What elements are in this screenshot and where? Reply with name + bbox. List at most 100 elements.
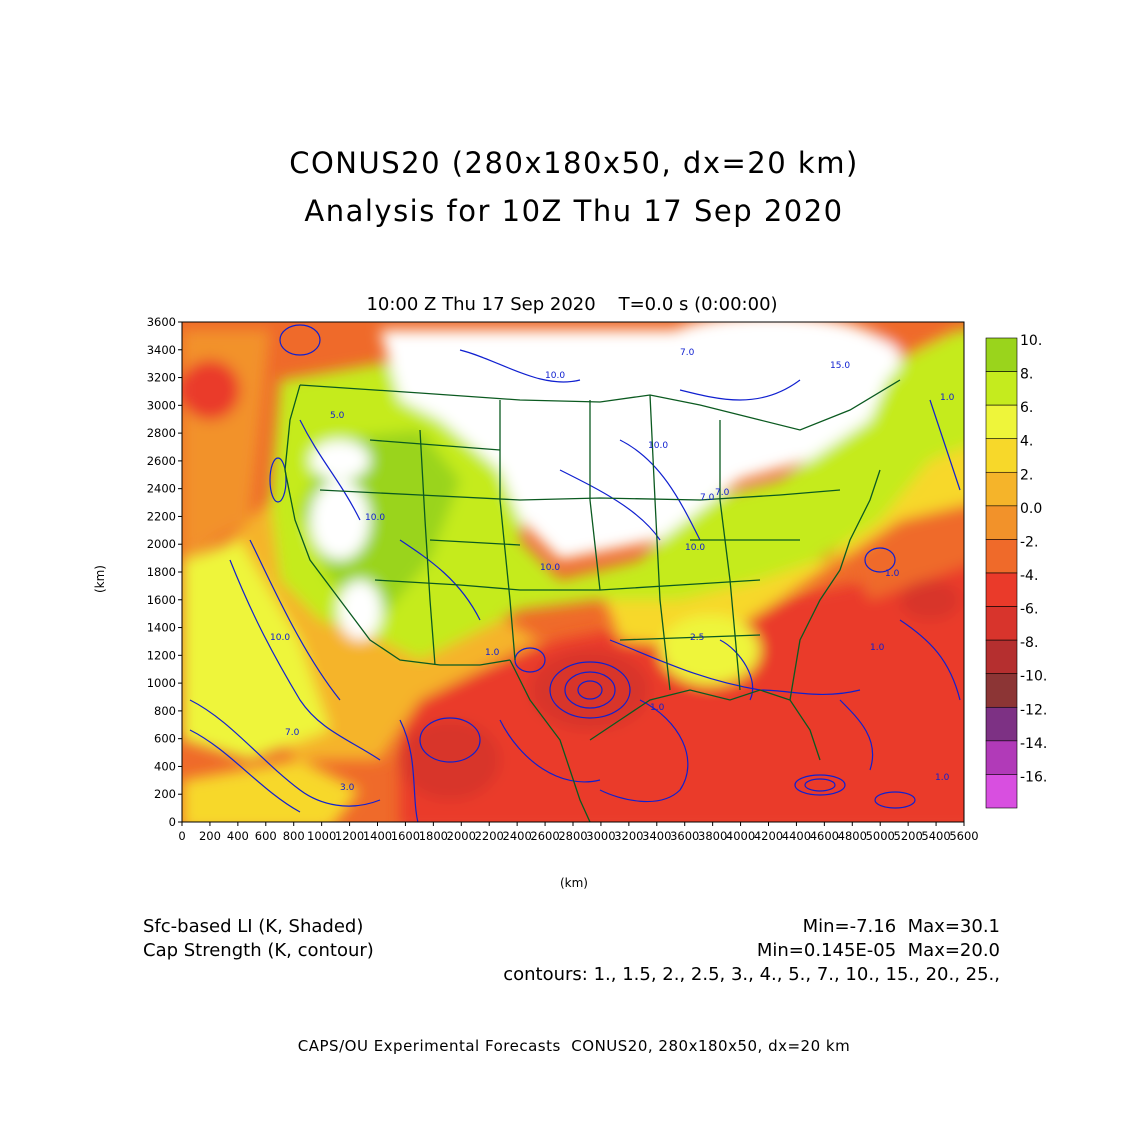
x-tick-label: 3000: [586, 829, 615, 843]
y-tick-label: 1000: [147, 676, 176, 690]
colorbar-swatch: [985, 606, 1018, 641]
x-tick-label: 2000: [447, 829, 476, 843]
colorbar-swatch: [985, 337, 1018, 372]
x-axis-ticks: 0 200 400 600 800 100012001400160018002000220…: [178, 822, 979, 843]
figure-title-line1: CONUS20 (280x180x50, dx=20 km): [289, 146, 859, 180]
y-tick-label: 2000: [147, 537, 176, 551]
y-axis-label: (km): [93, 564, 108, 594]
contour-label: 1.0: [870, 643, 885, 653]
colorbar-swatch: [985, 505, 1018, 540]
contour-label: 7.0: [285, 728, 300, 738]
x-tick-label: 800: [283, 829, 305, 843]
y-tick-label: 3400: [147, 343, 176, 357]
colorbar-label: -12.: [1020, 702, 1047, 718]
y-axis-ticks: 0 200 400 600 800 1000 1200 1400 1600 1800 2000 220…: [147, 315, 182, 829]
map-area: [182, 322, 964, 822]
contour-label: 3.0: [340, 783, 355, 793]
colorbar-label: 10.: [1020, 333, 1042, 349]
x-tick-label: 200: [199, 829, 221, 843]
x-tick-label: 400: [227, 829, 249, 843]
colorbar-swatch: [985, 572, 1018, 607]
contour-levels: contours: 1., 1.5, 2., 2.5, 3., 4., 5., …: [503, 964, 1000, 985]
colorbar-swatch: [985, 371, 1018, 406]
contour-field-minmax: Min=0.145E-05 Max=20.0: [756, 940, 1000, 961]
contour-label: 10.0: [545, 371, 565, 381]
colorbar-label: -14.: [1020, 736, 1047, 752]
x-tick-label: 4800: [838, 829, 867, 843]
cap-strength-contours: [189, 324, 961, 822]
colorbar-label: -8.: [1020, 635, 1038, 651]
colorbar-swatch: [985, 774, 1018, 809]
x-tick-label: 5400: [921, 829, 950, 843]
contour-label: 1.0: [940, 393, 955, 403]
contour-label: 1.0: [485, 648, 500, 658]
colorbar-label: 8.: [1020, 367, 1033, 383]
contour-label: 7.0: [715, 488, 730, 498]
y-tick-label: 2200: [147, 509, 176, 523]
y-tick-label: 2400: [147, 482, 176, 496]
colorbar-swatch: [985, 471, 1018, 507]
colorbar-label: -6.: [1020, 602, 1038, 618]
x-tick-label: 4600: [810, 829, 839, 843]
contour-labels: 7.0 10.0 15.0 10.0 5.0 10.0 7.0 10.0 1.0 10.0 7.0 3…: [270, 348, 955, 793]
contour-label: 10.0: [685, 543, 705, 553]
x-tick-label: 2400: [503, 829, 532, 843]
x-tick-label: 3600: [670, 829, 699, 843]
contour-field-label: Cap Strength (K, contour): [143, 940, 374, 961]
colorbar-swatch: [985, 673, 1018, 708]
colorbar-label: -16.: [1020, 769, 1047, 785]
contour-label: 10.0: [365, 513, 385, 523]
contour-label: 7.0: [700, 493, 715, 503]
x-tick-label: 1200: [335, 829, 364, 843]
colorbar-swatch: [985, 740, 1018, 775]
contour-label: 10.0: [270, 633, 290, 643]
x-tick-label: 2800: [558, 829, 587, 843]
y-tick-label: 3200: [147, 371, 176, 385]
x-tick-label: 4200: [754, 829, 783, 843]
contour-label: 1.0: [650, 703, 665, 713]
y-tick-label: 600: [154, 732, 176, 746]
y-tick-label: 1600: [147, 593, 176, 607]
colorbar-swatch: [985, 706, 1018, 742]
x-tick-label: 1000: [307, 829, 336, 843]
li-shading: [182, 322, 964, 822]
x-tick-label: 2600: [530, 829, 559, 843]
colorbar-label: 0.0: [1020, 501, 1042, 517]
colorbar-swatch: [985, 404, 1018, 440]
y-tick-label: 800: [154, 704, 176, 718]
x-tick-label: 3800: [698, 829, 727, 843]
shaded-field-label: Sfc-based LI (K, Shaded): [143, 916, 364, 937]
x-axis-label: (km): [559, 876, 588, 890]
colorbar-label: 2.: [1020, 467, 1033, 483]
plot-subtitle: 10:00 Z Thu 17 Sep 2020 T=0.0 s (0:00:00…: [366, 294, 778, 315]
figure-title-line2: Analysis for 10Z Thu 17 Sep 2020: [304, 194, 844, 228]
y-tick-label: 2600: [147, 454, 176, 468]
colorbar-swatch: [985, 438, 1018, 473]
contour-label: 1.0: [885, 569, 900, 579]
contour-label: 10.0: [648, 441, 668, 451]
contour-label: 10.0: [540, 563, 560, 573]
colorbar: 10. 8. 6. 4. 2. 0.0 -2. -4. -6. -8. -10. -12. -14. -1…: [985, 333, 1047, 809]
y-tick-label: 1400: [147, 621, 176, 635]
x-tick-label: 3200: [614, 829, 643, 843]
y-tick-label: 3000: [147, 398, 176, 412]
x-tick-label: 0: [178, 829, 185, 843]
x-tick-label: 5600: [949, 829, 978, 843]
x-tick-label: 600: [255, 829, 277, 843]
x-tick-label: 4000: [726, 829, 755, 843]
contour-label: 5.0: [330, 411, 345, 421]
colorbar-label: 4.: [1020, 434, 1033, 450]
x-tick-label: 3400: [642, 829, 671, 843]
contour-label: 2.5: [690, 633, 704, 643]
x-tick-label: 5200: [894, 829, 923, 843]
x-tick-label: 1800: [419, 829, 448, 843]
y-tick-label: 1200: [147, 648, 176, 662]
footer-credit: CAPS/OU Experimental Forecasts CONUS20, …: [297, 1037, 851, 1055]
x-tick-label: 5000: [866, 829, 895, 843]
colorbar-label: -10.: [1020, 669, 1047, 685]
contour-label: 7.0: [680, 348, 695, 358]
y-tick-label: 400: [154, 759, 176, 773]
colorbar-swatch: [985, 539, 1018, 574]
x-tick-label: 1600: [391, 829, 420, 843]
